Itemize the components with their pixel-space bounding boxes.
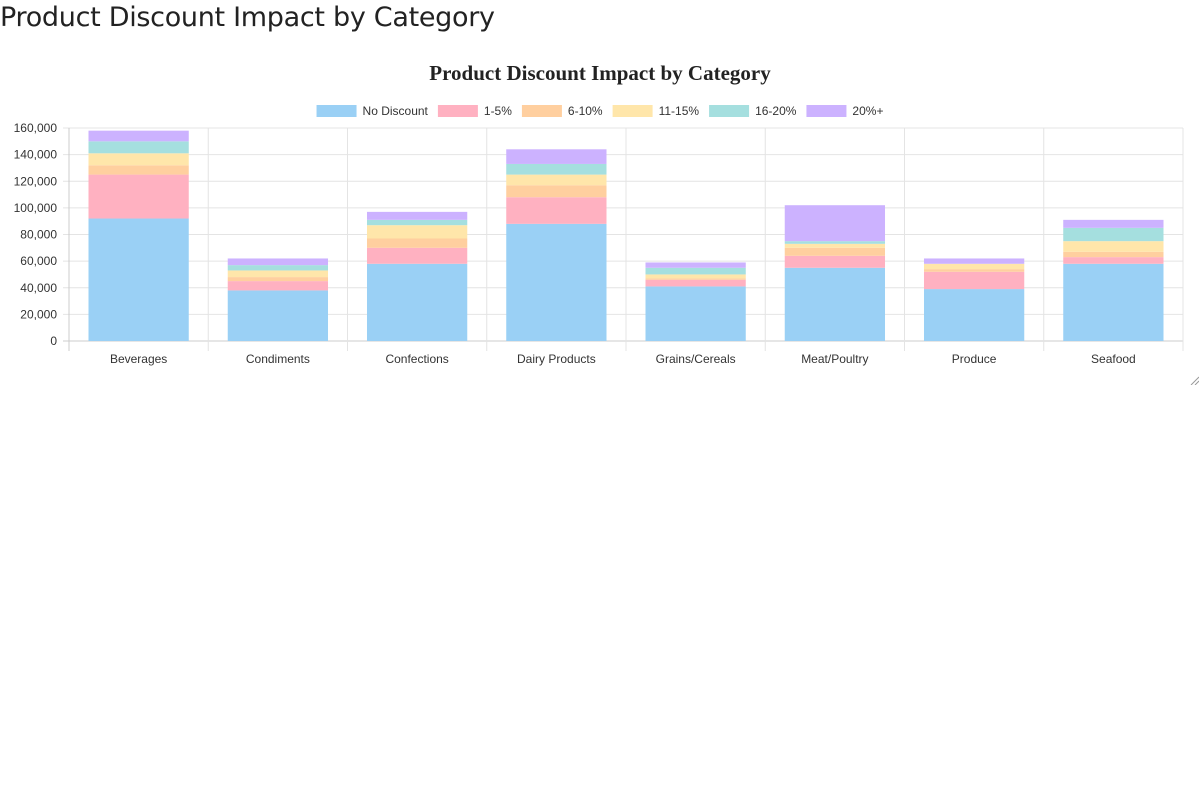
legend-item-11-15[interactable]: 11-15% (612, 104, 700, 118)
bar-segment[interactable] (923, 271, 1025, 290)
chart-container: Product Discount Impact by Category No D… (0, 50, 1200, 390)
legend-item-1-5[interactable]: 1-5% (437, 104, 512, 118)
y-tick-label: 160,000 (14, 121, 58, 135)
x-tick-label: Seafood (1091, 352, 1136, 366)
legend-swatch (521, 105, 562, 117)
bar-segment[interactable] (227, 270, 329, 278)
legend-label: 20%+ (852, 104, 883, 118)
bar-segment[interactable] (88, 130, 189, 142)
bar-segment[interactable] (645, 286, 746, 341)
bar-segment[interactable] (784, 267, 886, 341)
bar-segment[interactable] (88, 153, 189, 166)
x-tick-label: Meat/Poultry (801, 352, 868, 366)
bar-segment[interactable] (645, 278, 746, 280)
y-tick-label: 40,000 (20, 281, 57, 295)
legend-label: No Discount (363, 104, 429, 118)
legend-swatch (806, 105, 847, 117)
bar-segment[interactable] (366, 247, 468, 264)
bar-segment[interactable] (645, 274, 746, 279)
x-tick-label: Confections (385, 352, 448, 366)
legend-swatch (437, 105, 478, 117)
legend-label: 6-10% (568, 104, 603, 118)
bar-segment[interactable] (227, 277, 329, 282)
bar-segment[interactable] (88, 174, 189, 219)
bar-segment[interactable] (645, 267, 746, 275)
bar-segment[interactable] (366, 219, 468, 226)
bar-segment[interactable] (1063, 227, 1164, 242)
bar-segment[interactable] (645, 279, 746, 287)
y-tick-label: 0 (50, 334, 57, 348)
y-tick-label: 100,000 (14, 201, 58, 215)
bar-segment[interactable] (923, 289, 1025, 341)
legend-swatch (612, 105, 653, 117)
bar-segment[interactable] (645, 262, 746, 268)
bar-segment[interactable] (923, 269, 1025, 272)
bar-stack-produce[interactable] (923, 258, 1025, 341)
bar-segment[interactable] (366, 211, 468, 220)
bar-segment[interactable] (88, 141, 189, 154)
bar-segment[interactable] (1063, 241, 1164, 252)
resize-grip-icon[interactable] (1189, 375, 1199, 385)
bar-segment[interactable] (227, 281, 329, 291)
x-tick-label: Produce (952, 352, 997, 366)
bar-segment[interactable] (1063, 251, 1164, 258)
bar-segment[interactable] (227, 258, 329, 266)
x-tick-label: Grains/Cereals (656, 352, 736, 366)
bar-segment[interactable] (784, 247, 886, 256)
bar-segment[interactable] (784, 255, 886, 268)
legend-swatch (709, 105, 750, 117)
bar-stack-beverages[interactable] (88, 130, 189, 341)
x-tick-label: Beverages (110, 352, 167, 366)
bar-segment[interactable] (506, 197, 607, 224)
bar-segment[interactable] (923, 258, 1025, 264)
bar-segment[interactable] (227, 290, 329, 341)
x-tick-label: Condiments (246, 352, 310, 366)
bar-segment[interactable] (923, 263, 1025, 270)
bar-segment[interactable] (366, 263, 468, 341)
bar-segment[interactable] (88, 218, 189, 341)
bar-stack-seafood[interactable] (1063, 219, 1164, 341)
y-tick-label: 140,000 (14, 148, 58, 162)
bar-segment[interactable] (227, 265, 329, 271)
chart-title: Product Discount Impact by Category (429, 61, 771, 85)
y-tick-label: 20,000 (20, 307, 57, 321)
legend-label: 11-15% (659, 104, 700, 118)
bar-stack-condiments[interactable] (227, 258, 329, 341)
legend-item-20[interactable]: 20%+ (806, 104, 883, 118)
bar-stack-dairy-products[interactable] (506, 149, 607, 341)
legend-item-no-discount[interactable]: No Discount (316, 104, 429, 118)
legend-item-16-20[interactable]: 16-20% (709, 104, 797, 118)
bar-segment[interactable] (784, 241, 886, 244)
page-title: Product Discount Impact by Category (0, 2, 495, 33)
bar-segment[interactable] (506, 185, 607, 198)
stacked-bar-chart: Product Discount Impact by Category No D… (14, 61, 1184, 366)
bar-stack-meat-poultry[interactable] (784, 205, 886, 341)
legend-label: 16-20% (755, 104, 797, 118)
bar-segment[interactable] (506, 163, 607, 175)
bar-segment[interactable] (1063, 219, 1164, 228)
chart-bars (88, 130, 1164, 341)
bar-segment[interactable] (366, 225, 468, 239)
y-tick-label: 120,000 (14, 174, 58, 188)
y-tick-label: 60,000 (20, 254, 57, 268)
bar-segment[interactable] (506, 223, 607, 341)
legend-swatch (316, 105, 357, 117)
y-axis: 0 20,000 40,000 60,000 80,000 100,000 120,000 1… (14, 121, 58, 348)
x-axis: Beverages Condiments Confections Dairy Prod… (110, 352, 1136, 366)
x-tick-label: Dairy Products (517, 352, 596, 366)
chart-legend: No Discount 1-5% 6-10% 11-15% 16-20% 20%+ (316, 104, 883, 118)
bar-segment[interactable] (784, 205, 886, 242)
bar-segment[interactable] (1063, 263, 1164, 341)
bar-segment[interactable] (784, 243, 886, 248)
bar-segment[interactable] (88, 165, 189, 175)
bar-segment[interactable] (1063, 257, 1164, 264)
legend-item-6-10[interactable]: 6-10% (521, 104, 603, 118)
y-tick-label: 80,000 (20, 228, 57, 242)
bar-stack-grains-cereals[interactable] (645, 262, 746, 341)
bar-segment[interactable] (506, 149, 607, 164)
bar-segment[interactable] (366, 238, 468, 248)
bar-stack-confections[interactable] (366, 211, 468, 341)
legend-label: 1-5% (484, 104, 512, 118)
bar-segment[interactable] (506, 174, 607, 186)
